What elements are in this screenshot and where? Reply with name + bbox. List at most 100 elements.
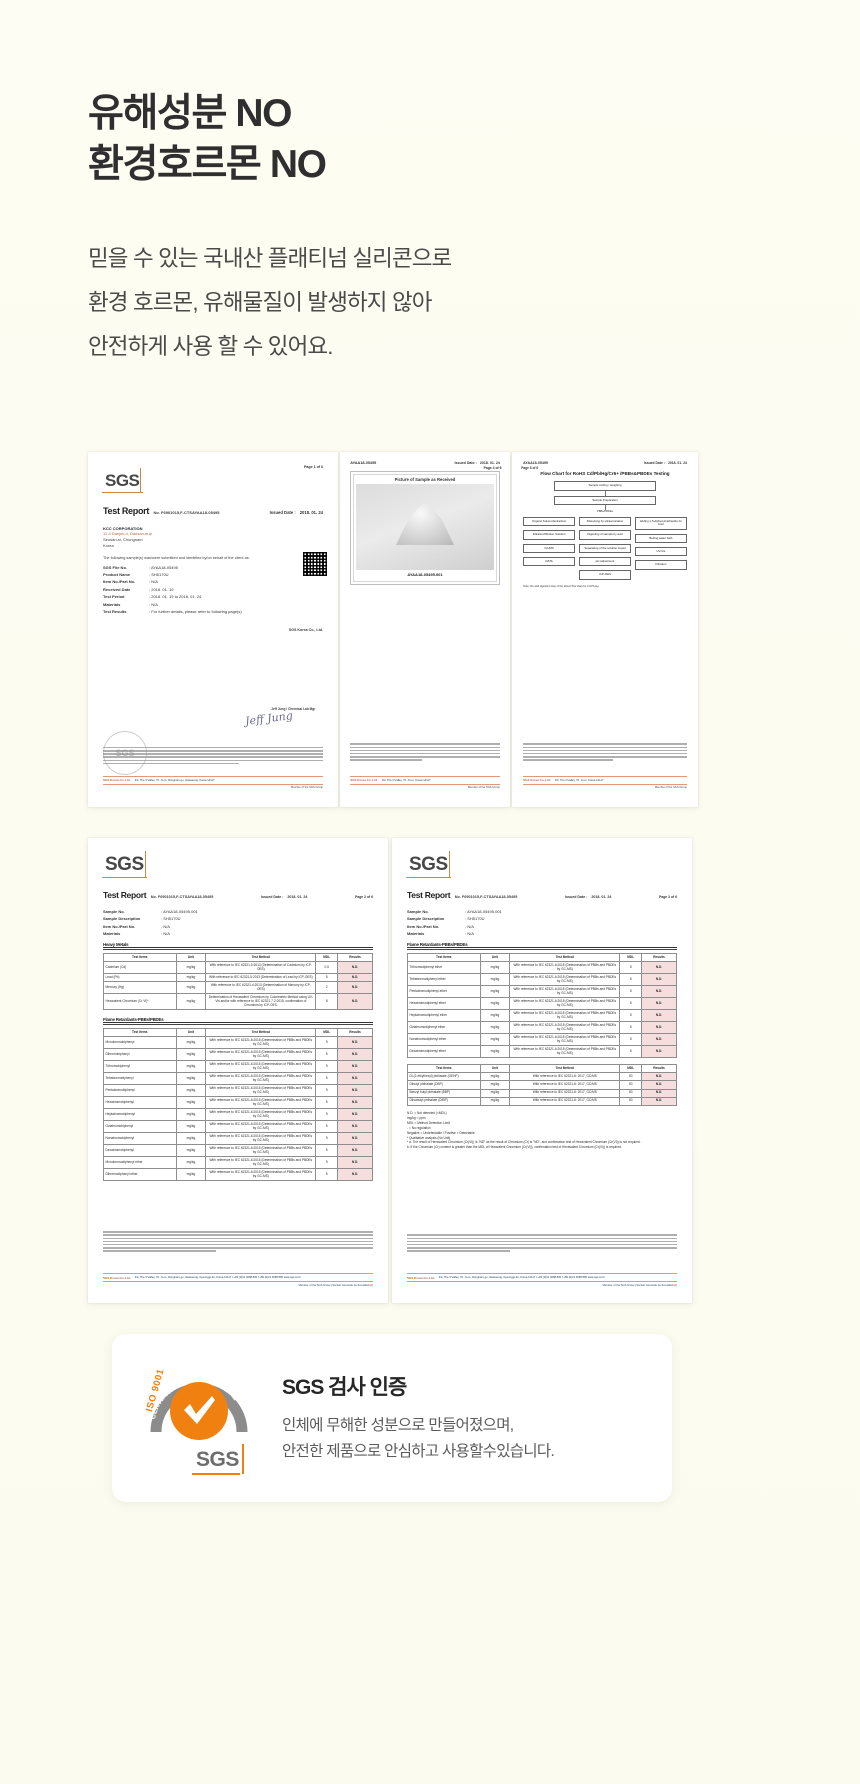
flow-step: Separating of the solution Liquid bbox=[579, 543, 631, 553]
cell-mdl: 5 bbox=[315, 1096, 338, 1110]
th-test-items: Test Items bbox=[103, 1028, 177, 1038]
cell-unit: mg/kg bbox=[175, 1108, 207, 1122]
flow-step: Boiling water bath bbox=[634, 533, 687, 543]
cell-method: With reference to IEC 62321-6:2015 (Dete… bbox=[205, 1156, 317, 1170]
page-title: 유해성분 NO 환경호르몬 NO bbox=[88, 88, 860, 191]
cell-mdl: 5 bbox=[315, 1120, 338, 1134]
table-row: Monobromodiphenyl ether mg/kg With referen… bbox=[103, 1156, 373, 1170]
issued-label: Issued Date : bbox=[454, 460, 477, 465]
table-row: Dibromodiphenyl ether mg/kg With reference… bbox=[103, 1168, 373, 1182]
cell-method: With reference to IEC 62321-8: 2017, GC/… bbox=[509, 1096, 621, 1106]
legal-microtext bbox=[103, 746, 323, 765]
cell-item: Lead (Pb) bbox=[103, 973, 177, 983]
table-header-row: Test Items Unit Test Method MDL Results bbox=[103, 1028, 373, 1038]
cell-item: Decabromodiphenyl ether bbox=[407, 1045, 481, 1059]
th-results: Results bbox=[337, 1028, 373, 1038]
certificate-page-4[interactable]: AYAA18-05495 Issued Date : 2018. 01. 24 … bbox=[340, 452, 510, 807]
th-results: Results bbox=[641, 953, 677, 963]
table-row: Decabromobiphenyl mg/kg With reference to … bbox=[103, 1144, 373, 1158]
flame-retardants-table: Test Items Unit Test Method MDL Results … bbox=[103, 1028, 373, 1182]
certificate-page-3[interactable]: SGS Test Report No. F6901015,F-CTSAYAA18… bbox=[392, 838, 692, 1303]
cell-item: Benzyl butyl phthalate (BBP) bbox=[407, 1088, 481, 1098]
reference-number: AYAA18-05495 bbox=[523, 461, 548, 466]
table-row: Octabromobiphenyl mg/kg With reference to … bbox=[103, 1120, 373, 1134]
table-row: Nonabromodiphenyl ether mg/kg With referen… bbox=[407, 1033, 677, 1047]
field-value: : N/A bbox=[149, 601, 158, 607]
certificate-page-5[interactable]: AYAA18-05495 Issued Date : 2018. 01. 24 … bbox=[512, 452, 698, 807]
info-value: : N/A bbox=[161, 923, 170, 929]
cell-mdl: 5 bbox=[315, 1072, 338, 1086]
report-fields: SGS File No. : AYAA18-05495 Product Name… bbox=[103, 565, 323, 614]
sgs-korea-label: SGS Korea Co.,Ltd. bbox=[523, 778, 551, 783]
cell-mdl: 2 bbox=[315, 981, 338, 995]
info-key: Materials bbox=[103, 931, 121, 937]
table-row: Diisobutyl phthalate (DIBP) mg/kg With ref… bbox=[407, 1096, 677, 1106]
cell-unit: mg/kg bbox=[479, 1033, 511, 1047]
page-label: Page 2 of 6 bbox=[355, 895, 373, 899]
flow-step: Filtration bbox=[634, 560, 687, 570]
table-header-row: Test Items Unit Test Method MDL Results bbox=[103, 953, 373, 963]
sample-photo-frame: Picture of Sample as Received AYAA18-054… bbox=[350, 470, 500, 585]
flow-step: ICP-OES bbox=[579, 570, 631, 580]
heavy-metals-table: Test Items Unit Test Method MDL Results … bbox=[103, 953, 373, 1011]
table-row: Hexabromodiphenyl ether mg/kg With referen… bbox=[407, 997, 677, 1011]
cell-method: With reference to IEC 62321-6:2015 (Dete… bbox=[509, 985, 621, 999]
info-value: : SH5170U bbox=[161, 916, 181, 922]
table-row: Decabromodiphenyl ether mg/kg With referen… bbox=[407, 1045, 677, 1059]
cell-result: N.D. bbox=[641, 1088, 677, 1098]
cell-item: Decabromobiphenyl bbox=[103, 1144, 177, 1158]
cell-unit: mg/kg bbox=[175, 1168, 207, 1182]
member-of-note: Member of the SGS Group bbox=[467, 786, 500, 790]
cell-method: With reference to IEC 62321-6:2015 (Dete… bbox=[205, 1084, 317, 1098]
signature: Jeff Jung bbox=[244, 709, 294, 729]
test-note-line: MDL = Method Detection Limit bbox=[407, 1120, 450, 1125]
iso-9001-badge-icon: CERTIFICATION DE SYSTEME ISO 9001 SGS bbox=[144, 1366, 252, 1475]
th-test-items: Test Items bbox=[407, 953, 481, 963]
client-company: KCC CORPORATION bbox=[103, 525, 143, 531]
info-key: Sample Description bbox=[407, 916, 445, 922]
sample-info: Sample No. : AYAA18-05495.001 Sample Des… bbox=[407, 909, 677, 936]
cell-mdl: 5 bbox=[619, 1033, 642, 1047]
intro-description: 믿을 수 있는 국내산 플래티넘 실리콘으로 환경 호르몬, 유해물질이 발생하… bbox=[88, 237, 860, 369]
sgs-certification-card: CERTIFICATION DE SYSTEME ISO 9001 SGS SG… bbox=[112, 1334, 672, 1502]
cell-mdl: 5 bbox=[315, 1132, 338, 1146]
cell-mdl: 5 bbox=[619, 1009, 642, 1023]
flow-step: pH adjustment bbox=[579, 556, 631, 567]
footer-address-block: SGS Korea Co.,Ltd. 3/2, The O'valley, 70… bbox=[103, 1273, 373, 1287]
test-note-line: - = No regulation bbox=[407, 1125, 431, 1130]
certificate-page-2[interactable]: SGS Test Report No. F6901015,F-CTSAYAA18… bbox=[88, 838, 388, 1303]
test-note-line: * a. The result of Hexavalent Chromium (… bbox=[407, 1140, 641, 1145]
cell-unit: mg/kg bbox=[175, 973, 207, 983]
cell-unit: mg/kg bbox=[479, 997, 511, 1011]
sgs-logo: SGS bbox=[101, 851, 147, 879]
th-test-method: Test Method bbox=[509, 1064, 621, 1074]
issued-date: 2018. 01. 24 bbox=[299, 509, 323, 515]
info-key: Sample No. bbox=[407, 909, 429, 914]
footer-address-block: SGS Korea Co.,Ltd. 3/2, The O'valley, 70… bbox=[407, 1273, 677, 1287]
cell-item: Heptabromodiphenyl ether bbox=[407, 1009, 481, 1023]
cell-mdl: 50 bbox=[619, 1072, 642, 1082]
cell-mdl: 8 bbox=[315, 993, 338, 1011]
certificate-page-1[interactable]: SGS Page 1 of 6 Test Report No. F6901015… bbox=[88, 452, 338, 807]
cell-method: With reference to IEC 62321-6:2015 (Dete… bbox=[509, 1033, 621, 1047]
info-value: : AYAA18-05495.001 bbox=[161, 909, 198, 914]
phthalates-table: Test Items Unit Test Method MDL Results … bbox=[407, 1064, 677, 1106]
sgs-korea-address: 3/2, The O'valley, 70, Jo-ro, Korea 1411… bbox=[554, 778, 604, 782]
cell-method: With reference to IEC 62321-6:2015 (Dete… bbox=[509, 1009, 621, 1023]
cell-result: N.D. bbox=[337, 1096, 373, 1110]
headline-line-2: 환경호르몬 NO bbox=[88, 143, 327, 187]
info-value: : N/A bbox=[465, 931, 474, 937]
cell-method: With reference to IEC 62321-8: 2017, GC/… bbox=[509, 1072, 621, 1082]
table-header-row: Test Items Unit Test Method MDL Results bbox=[407, 1064, 677, 1074]
cell-mdl: 5 bbox=[315, 1048, 338, 1062]
field-key: SGS File No. bbox=[103, 564, 128, 570]
cell-item: Tetrabromobiphenyl bbox=[103, 1072, 177, 1086]
th-unit: Unit bbox=[175, 953, 207, 963]
cell-method: With reference to IEC 62321-6:2015 (Dete… bbox=[205, 1168, 317, 1182]
table-row: Di-(2-ethylhexyl) phthalate (DEHP) mg/kg W… bbox=[407, 1072, 677, 1082]
badge-line-1: 인체에 무해한 성분으로 만들어졌으며, bbox=[282, 1417, 514, 1435]
cell-result: N.D. bbox=[337, 1144, 373, 1158]
info-value: : N/A bbox=[161, 931, 170, 937]
sample-object bbox=[396, 501, 454, 546]
cell-method: With reference to IEC 62321-8: 2017, GC/… bbox=[509, 1080, 621, 1090]
